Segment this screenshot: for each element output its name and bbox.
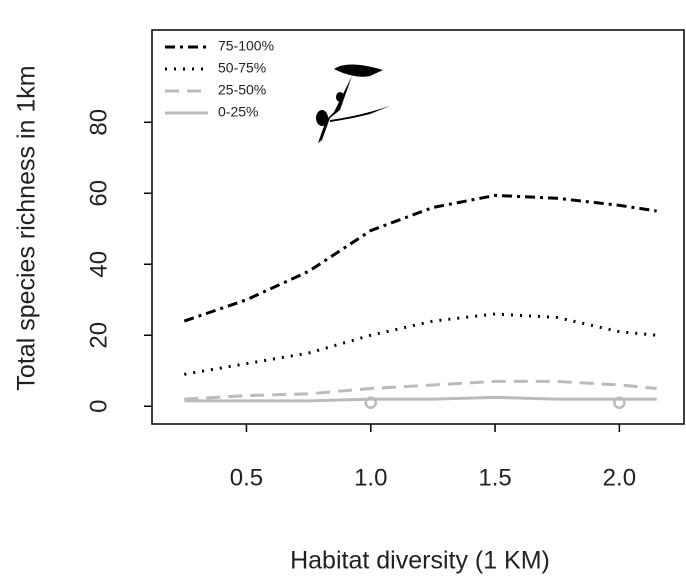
x-tick-label: 2.0 <box>603 464 636 491</box>
y-tick-label: 0 <box>85 400 112 413</box>
plot-frame <box>151 29 685 425</box>
y-tick-label: 40 <box>85 251 112 278</box>
data-point <box>613 396 626 409</box>
legend-label: 0-25% <box>218 104 258 120</box>
series-line <box>184 395 657 403</box>
y-tick-label: 60 <box>85 180 112 207</box>
data-point <box>364 396 378 409</box>
legend-label: 25-50% <box>218 82 266 98</box>
bird-icon <box>316 64 390 143</box>
legend-label: 75-100% <box>218 38 274 54</box>
y-tick-label: 80 <box>85 109 112 136</box>
x-tick-label: 0.5 <box>230 464 263 491</box>
x-tick-label: 1.5 <box>478 464 511 491</box>
series-line <box>183 193 657 323</box>
legend-label: 50-75% <box>218 60 266 76</box>
x-axis-title: Habitat diversity (1 KM) <box>290 547 550 575</box>
y-tick-label: 20 <box>85 322 112 349</box>
y-axis-title: Total species richness in 1km <box>13 65 41 390</box>
series-line <box>184 312 657 376</box>
series-line <box>184 379 657 401</box>
x-tick-label: 1.0 <box>354 464 387 491</box>
